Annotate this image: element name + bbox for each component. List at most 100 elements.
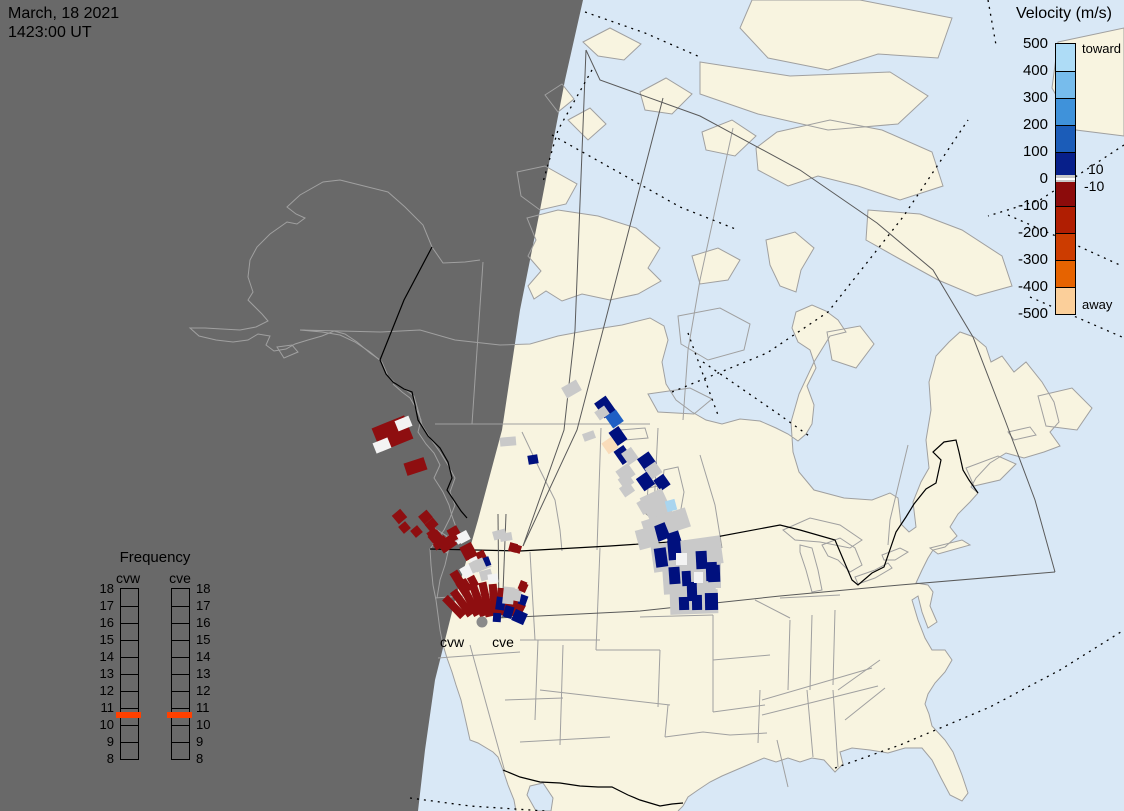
- date-text: March, 18 2021: [8, 5, 120, 22]
- colorbar-tick-label: 400: [1022, 62, 1048, 79]
- frequency-segment-line: [172, 606, 189, 607]
- frequency-bar-cvw: [120, 588, 139, 760]
- boothia-peninsula: [766, 232, 814, 292]
- velocity-cell: [653, 473, 671, 492]
- velocity-cell: [704, 592, 719, 611]
- velocity-cell: [601, 436, 619, 455]
- frequency-segment-line: [172, 742, 189, 743]
- colorbar-tick-label: 500: [1022, 35, 1048, 52]
- geomagnetic-grid-layer: [409, 0, 1124, 811]
- alaska-coastline: [188, 179, 481, 361]
- fov-left-edge: [522, 49, 587, 547]
- colorbar-tick-line: [1056, 152, 1075, 153]
- fov-right-edge: [496, 571, 1056, 619]
- frequency-tick-label: 9: [196, 734, 204, 749]
- great-slave-lake: [648, 388, 712, 414]
- colorbar-segment-away: [1056, 206, 1075, 233]
- frequency-tick-label: 13: [99, 666, 114, 681]
- velocity-cell: [694, 572, 703, 583]
- velocity-cell: [668, 566, 681, 585]
- frequency-column-label-cvw: cvw: [115, 570, 141, 586]
- kodiak-island: [276, 344, 299, 359]
- colorbar-tick-label: -400: [1017, 278, 1048, 295]
- colorbar-tick-line: [1056, 233, 1075, 234]
- velocity-cell: [487, 573, 499, 584]
- colorbar-tick-line: [1056, 260, 1075, 261]
- velocity-cell: [403, 457, 428, 476]
- king-william-island: [692, 248, 740, 284]
- frequency-segment-line: [172, 657, 189, 658]
- velocity-cell: [410, 525, 423, 538]
- velocity-cell: [621, 446, 639, 466]
- frequency-segment-line: [172, 674, 189, 675]
- southampton-island: [827, 326, 874, 368]
- frequency-tick-label: 16: [196, 615, 211, 630]
- frequency-legend-title: Frequency: [119, 549, 191, 566]
- velocity-cell: [511, 608, 528, 626]
- fov-outer-arc: [585, 49, 1056, 573]
- velocity-cell: [608, 426, 628, 446]
- frequency-tick-label: 18: [196, 581, 211, 596]
- velocity-colorbar-title: Velocity (m/s): [1015, 5, 1112, 22]
- anticosti-island: [1008, 427, 1036, 440]
- velocity-cell: [492, 612, 502, 623]
- frequency-segment-line: [121, 725, 138, 726]
- lake-superior: [782, 517, 863, 549]
- colorbar-tick-label: -100: [1017, 197, 1048, 214]
- velocity-cell: [512, 544, 523, 554]
- baffin-island-north: [756, 120, 943, 200]
- frequency-tick-label: 9: [106, 734, 114, 749]
- velocity-cell: [581, 430, 597, 442]
- velocity-cell: [424, 517, 439, 532]
- inner-pos-threshold-label: 10: [1088, 161, 1104, 177]
- velocity-data-cells: [371, 379, 724, 626]
- long-island: [930, 540, 970, 554]
- frequency-segment-line: [172, 640, 189, 641]
- ellesmere-island: [740, 0, 952, 70]
- frequency-segment-line: [172, 691, 189, 692]
- lake-fill-layer: [527, 308, 750, 811]
- frequency-tick-label: 18: [99, 581, 114, 596]
- velocity-cell: [664, 498, 678, 513]
- colorbar-tick-label: 0: [1039, 170, 1048, 187]
- frequency-tick-label: 13: [196, 666, 211, 681]
- frequency-marker-cve: [167, 712, 192, 718]
- velocity-cell: [478, 581, 494, 618]
- frequency-tick-label: 8: [196, 751, 204, 766]
- velocity-cell: [418, 509, 433, 525]
- great-bear-lake: [678, 308, 750, 360]
- frequency-tick-label: 15: [196, 632, 211, 647]
- frequency-tick-label: 10: [99, 717, 114, 732]
- gulf-of-california: [527, 783, 553, 811]
- velocity-cell: [398, 521, 411, 534]
- velocity-cell: [636, 496, 654, 516]
- frequency-tick-label: 17: [99, 598, 114, 613]
- lake-michigan: [799, 544, 823, 593]
- colorbar-segment-toward: [1056, 44, 1075, 71]
- velocity-cell: [527, 454, 539, 465]
- frequency-column-label-cve: cve: [169, 570, 191, 586]
- velocity-cell: [442, 594, 466, 620]
- radar-label-cve: cve: [492, 634, 514, 650]
- velocity-cell: [499, 436, 517, 447]
- velocity-cell: [449, 569, 464, 585]
- colorbar-tick-line: [1056, 287, 1075, 288]
- velocity-cell: [561, 379, 582, 399]
- arctic-island: [583, 28, 641, 60]
- colorbar-tick-label: 200: [1022, 116, 1048, 133]
- colorbar-segment-away: [1056, 233, 1075, 260]
- arctic-island: [702, 120, 756, 156]
- velocity-cell: [449, 588, 475, 618]
- timestamp-header: March, 18 2021 1423:00 UT: [8, 4, 119, 42]
- away-label: away: [1082, 297, 1113, 312]
- velocity-cell: [468, 557, 487, 574]
- frequency-tick-label: 10: [196, 717, 211, 732]
- velocity-cell: [639, 488, 673, 522]
- colorbar-segment-toward: [1056, 125, 1075, 152]
- velocity-cell: [391, 508, 408, 525]
- frequency-tick-label: 12: [99, 683, 114, 698]
- frequency-segment-line: [121, 640, 138, 641]
- frequency-bar-cve: [171, 588, 190, 760]
